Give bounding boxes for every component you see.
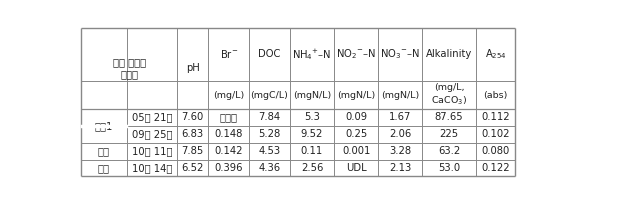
Text: 최종 침전지
방류수: 최종 침전지 방류수 <box>113 58 145 79</box>
Text: 9.52: 9.52 <box>301 129 323 139</box>
Text: 10월 11일: 10월 11일 <box>132 146 172 156</box>
Text: (mgC/L): (mgC/L) <box>251 90 288 100</box>
Text: NH$_{4}$$^{+}$–N: NH$_{4}$$^{+}$–N <box>292 47 332 62</box>
Text: 0.122: 0.122 <box>482 163 510 173</box>
Text: 1.67: 1.67 <box>389 113 412 122</box>
Text: 6.52: 6.52 <box>181 163 204 173</box>
Text: Br$^{-}$: Br$^{-}$ <box>220 48 238 60</box>
Text: 미측정: 미측정 <box>220 113 238 122</box>
Text: UDL: UDL <box>346 163 366 173</box>
Text: 225: 225 <box>439 129 459 139</box>
Text: (mgN/L): (mgN/L) <box>293 90 331 100</box>
Text: 6.83: 6.83 <box>182 129 204 139</box>
Text: pH: pH <box>186 63 199 73</box>
Text: 광주1: 광주1 <box>95 121 113 131</box>
Text: 4.36: 4.36 <box>259 163 280 173</box>
Text: 0.09: 0.09 <box>345 113 367 122</box>
Text: 7.85: 7.85 <box>181 146 204 156</box>
Text: 7.60: 7.60 <box>181 113 204 122</box>
Text: 0.112: 0.112 <box>482 113 510 122</box>
Text: 0.102: 0.102 <box>482 129 510 139</box>
Text: NO$_{2}$$^{-}$–N: NO$_{2}$$^{-}$–N <box>336 47 376 61</box>
Text: 4.53: 4.53 <box>259 146 280 156</box>
Text: NO$_{3}$$^{-}$–N: NO$_{3}$$^{-}$–N <box>380 47 420 61</box>
Text: 2.13: 2.13 <box>389 163 412 173</box>
Text: (mg/L,
CaCO$_{3}$): (mg/L, CaCO$_{3}$) <box>431 83 467 107</box>
Text: 강변: 강변 <box>98 163 110 173</box>
Text: 09월 25일: 09월 25일 <box>132 129 172 139</box>
Text: 5.3: 5.3 <box>304 113 320 122</box>
Text: 0.396: 0.396 <box>214 163 243 173</box>
Text: 7.84: 7.84 <box>259 113 280 122</box>
Text: 0.148: 0.148 <box>215 129 243 139</box>
Text: Alkalinity: Alkalinity <box>426 49 472 59</box>
Text: A$_{254}$: A$_{254}$ <box>485 47 506 61</box>
Text: (mg/L): (mg/L) <box>213 90 245 100</box>
Text: 63.2: 63.2 <box>438 146 461 156</box>
Text: 0.001: 0.001 <box>342 146 370 156</box>
Text: 0.25: 0.25 <box>345 129 367 139</box>
Text: (mgN/L): (mgN/L) <box>381 90 419 100</box>
Text: (abs): (abs) <box>483 90 508 100</box>
Text: 0.11: 0.11 <box>301 146 323 156</box>
Text: 2.06: 2.06 <box>389 129 412 139</box>
Text: 87.65: 87.65 <box>435 113 464 122</box>
Text: 10월 14일: 10월 14일 <box>132 163 172 173</box>
Text: 53.0: 53.0 <box>438 163 460 173</box>
Text: 수영: 수영 <box>98 146 110 156</box>
Text: 2.56: 2.56 <box>301 163 323 173</box>
Text: 0.080: 0.080 <box>482 146 510 156</box>
Text: 5.28: 5.28 <box>258 129 280 139</box>
Text: 0.142: 0.142 <box>214 146 243 156</box>
Text: 05월 21일: 05월 21일 <box>132 113 172 122</box>
Text: (mgN/L): (mgN/L) <box>337 90 375 100</box>
Text: 3.28: 3.28 <box>389 146 411 156</box>
Text: DOC: DOC <box>258 49 280 59</box>
